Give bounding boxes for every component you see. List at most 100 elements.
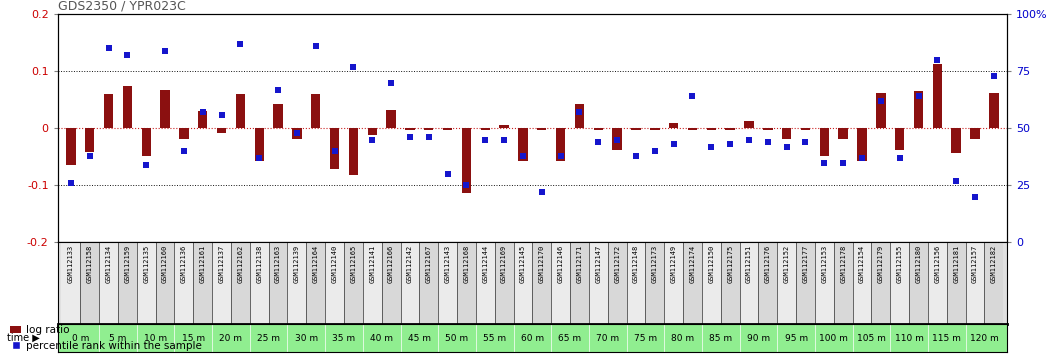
Bar (420, 242, 438, 324)
Text: 60 m: 60 m (520, 333, 544, 343)
Bar (872, 242, 891, 324)
Bar (66, 128, 76, 165)
Text: GSM112147: GSM112147 (595, 245, 601, 283)
Bar (683, 242, 702, 324)
Text: 110 m: 110 m (895, 333, 923, 343)
Bar (702, 242, 721, 324)
Bar (236, 94, 245, 128)
Bar (348, 128, 358, 175)
Bar (626, 242, 645, 324)
Text: GSM112182: GSM112182 (991, 245, 997, 283)
Text: GSM112134: GSM112134 (106, 245, 111, 283)
Bar (117, 242, 136, 324)
Text: GSM112139: GSM112139 (294, 245, 300, 283)
Text: GSM112156: GSM112156 (935, 245, 940, 283)
Text: 105 m: 105 m (857, 333, 885, 343)
Bar (401, 242, 420, 324)
Bar (891, 242, 909, 324)
Text: GSM112174: GSM112174 (689, 245, 695, 283)
Text: GSM112135: GSM112135 (144, 245, 149, 283)
Bar (914, 91, 923, 128)
Text: 120 m: 120 m (970, 333, 999, 343)
Bar (367, 128, 377, 135)
Bar (344, 242, 363, 324)
Bar (857, 128, 866, 161)
Bar (174, 242, 193, 324)
Bar (155, 242, 174, 324)
Bar (537, 128, 547, 130)
Bar (123, 86, 132, 128)
Text: time ▶: time ▶ (7, 333, 40, 343)
Bar (556, 128, 565, 161)
Bar (570, 242, 588, 324)
Bar (951, 128, 961, 153)
Bar (819, 128, 829, 156)
Text: 25 m: 25 m (257, 333, 280, 343)
Text: GSM112133: GSM112133 (68, 245, 73, 283)
Bar (495, 242, 514, 324)
Bar (853, 242, 872, 324)
Text: GSM112148: GSM112148 (633, 245, 639, 283)
Bar (81, 242, 100, 324)
Text: GSM112180: GSM112180 (916, 245, 921, 283)
Bar (782, 128, 791, 139)
Bar (631, 128, 641, 130)
Bar (198, 111, 208, 128)
Text: 40 m: 40 m (370, 333, 393, 343)
Bar (217, 128, 227, 133)
Text: GSM112163: GSM112163 (275, 245, 281, 283)
Text: 70 m: 70 m (596, 333, 619, 343)
Bar (142, 128, 151, 156)
Bar (382, 242, 401, 324)
Text: 80 m: 80 m (671, 333, 694, 343)
Text: GSM112157: GSM112157 (972, 245, 978, 283)
Bar (575, 104, 584, 128)
Text: GSM112153: GSM112153 (821, 245, 828, 283)
Bar (726, 128, 735, 130)
Text: GSM112151: GSM112151 (746, 245, 752, 283)
Bar (457, 242, 476, 324)
Text: 15 m: 15 m (181, 333, 205, 343)
Text: 30 m: 30 m (295, 333, 318, 343)
Bar (136, 242, 155, 324)
Text: 55 m: 55 m (484, 333, 507, 343)
Bar (212, 242, 231, 324)
Text: GSM112166: GSM112166 (388, 245, 394, 283)
Bar (707, 128, 716, 130)
Text: GSM112162: GSM112162 (237, 245, 243, 283)
Text: 10 m: 10 m (144, 333, 167, 343)
Text: GSM112150: GSM112150 (708, 245, 714, 283)
Bar (499, 125, 509, 128)
Bar (100, 242, 117, 324)
Bar (514, 242, 532, 324)
Bar (909, 242, 928, 324)
Text: GSM112140: GSM112140 (331, 245, 338, 283)
Text: GSM112158: GSM112158 (87, 245, 92, 283)
Bar (834, 242, 853, 324)
Bar (193, 242, 212, 324)
Bar (443, 128, 452, 130)
Bar (688, 128, 698, 130)
Text: GSM112149: GSM112149 (670, 245, 677, 283)
Text: GSM112160: GSM112160 (162, 245, 168, 283)
Bar (588, 242, 607, 324)
Text: 85 m: 85 m (709, 333, 732, 343)
Bar (269, 242, 287, 324)
Bar (645, 242, 664, 324)
Text: GSM112138: GSM112138 (256, 245, 262, 283)
Bar (763, 128, 772, 130)
Bar (777, 242, 796, 324)
Bar (970, 128, 980, 139)
Text: 75 m: 75 m (634, 333, 657, 343)
Text: 65 m: 65 m (558, 333, 581, 343)
Text: GSM112176: GSM112176 (765, 245, 771, 283)
Text: 20 m: 20 m (219, 333, 242, 343)
Bar (363, 242, 382, 324)
Bar (721, 242, 740, 324)
Text: 0 m: 0 m (71, 333, 89, 343)
Bar (424, 128, 433, 130)
Text: GSM112178: GSM112178 (840, 245, 847, 283)
Bar (895, 128, 904, 150)
Bar (231, 242, 250, 324)
Text: GSM112173: GSM112173 (651, 245, 658, 283)
